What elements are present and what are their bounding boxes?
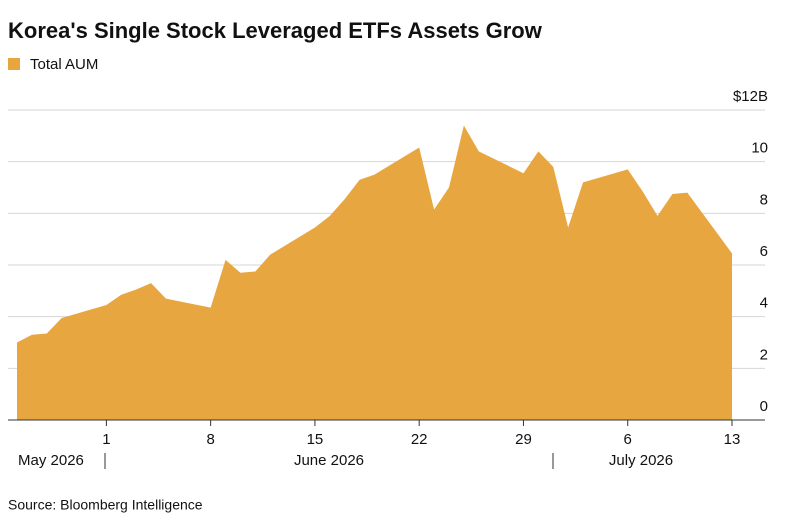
x-tick-label: 29 [515,431,532,448]
y-tick-label: 2 [760,346,768,363]
legend-swatch [8,58,20,70]
y-tick-label: 4 [760,295,768,312]
month-label: June 2026 [294,452,364,469]
area [17,125,732,420]
chart-title: Korea's Single Stock Leveraged ETFs Asse… [8,18,543,43]
source: Source: Bloomberg Intelligence [8,497,203,513]
x-tick-label: 13 [724,431,741,448]
month-label: May 2026 [18,452,84,469]
x-tick-label: 22 [411,431,428,448]
y-tick-label: 6 [760,243,768,260]
x-tick-label: 8 [206,431,214,448]
y-tick-label: $12B [733,88,768,105]
x-tick-label: 1 [102,431,110,448]
x-tick-label: 6 [624,431,632,448]
y-tick-label: 10 [751,140,768,157]
x-tick-label: 15 [307,431,324,448]
legend-label: Total AUM [30,56,98,73]
y-tick-label: 0 [760,398,768,415]
month-label: July 2026 [609,452,673,469]
y-tick-label: 8 [760,191,768,208]
